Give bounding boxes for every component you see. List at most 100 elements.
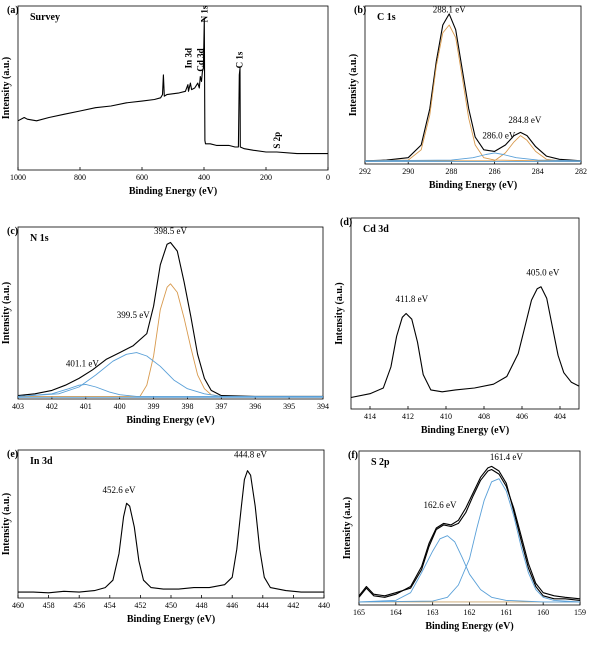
peak-label: 162.6 eV	[424, 500, 457, 510]
x-tick-label: 395	[283, 402, 295, 411]
x-tick-label: 458	[43, 601, 55, 610]
peak-label: 161.4 eV	[490, 452, 523, 462]
panel-title: N 1s	[30, 233, 49, 244]
x-tick-label: 1000	[10, 173, 26, 182]
x-tick-label: 200	[260, 173, 272, 182]
plot-frame	[17, 226, 324, 400]
panel-label: (a)	[7, 5, 19, 16]
peak-label: 284.8 eV	[508, 115, 541, 125]
x-axis-label: Binding Energy (eV)	[126, 415, 214, 426]
x-tick-label: 408	[478, 412, 490, 421]
series-line-envelope	[358, 465, 581, 601]
peak-annotation: N 1s	[200, 5, 210, 22]
peak-label: 398.5 eV	[154, 226, 187, 236]
series-line-orange	[18, 283, 323, 397]
series-line-blue	[17, 383, 323, 397]
series-line-envelope	[358, 468, 581, 600]
y-axis-label: Intensity (a.u.)	[1, 282, 12, 345]
series-line-envelope	[18, 470, 324, 594]
panel-label: (b)	[354, 5, 366, 16]
plot-frame	[358, 450, 581, 606]
panel-label: (d)	[340, 217, 352, 228]
panel-label: (f)	[348, 450, 358, 461]
x-tick-label: 410	[440, 412, 452, 421]
peak-label: 399.5 eV	[117, 310, 150, 320]
x-tick-label: 442	[287, 601, 299, 610]
y-axis-label: Intensity (a.u.)	[1, 493, 12, 556]
peak-label: 444.8 eV	[234, 449, 267, 459]
x-tick-label: 800	[74, 173, 86, 182]
plot-frame	[17, 449, 325, 599]
x-tick-label: 444	[257, 601, 269, 610]
x-tick-label: 600	[136, 173, 148, 182]
panel-e-in3d: 460 458 456 454 452 450 448 446 444 442 440 Binding…	[1, 449, 330, 625]
x-tick-label: 403	[12, 402, 24, 411]
x-tick-label: 161	[500, 608, 512, 617]
peak-label: 286.0 eV	[482, 131, 515, 141]
x-tick-label: 440	[318, 601, 330, 610]
panel-c-n1s: 403 402 401 400 399 398 397 396 395 394 Binding En…	[1, 226, 329, 426]
peak-annotation: C 1s	[235, 51, 245, 68]
series-line-blue	[358, 478, 581, 603]
plot-frame	[17, 5, 329, 171]
x-tick-label: 401	[80, 402, 92, 411]
x-tick-label: 165	[353, 608, 365, 617]
x-tick-label: 398	[181, 402, 193, 411]
x-tick-label: 164	[390, 608, 402, 617]
x-tick-label: 290	[402, 167, 414, 176]
x-tick-label: 450	[165, 601, 177, 610]
series-line-envelope	[17, 18, 328, 155]
x-tick-label: 159	[574, 608, 586, 617]
x-axis-label: Binding Energy (eV)	[421, 425, 509, 436]
panel-b-c1s: 292 290 288 286 284 282 Binding Energy (eV) Int…	[348, 4, 587, 191]
x-tick-label: 400	[198, 173, 210, 182]
x-tick-label: 162	[464, 608, 476, 617]
series-line-envelope	[17, 241, 323, 397]
x-axis-label: Binding Energy (eV)	[429, 180, 517, 191]
x-tick-label: 446	[226, 601, 238, 610]
peak-annotation: In 3d	[184, 48, 194, 68]
panel-a-survey: 1000 800 600 400 200 0 Binding Energy (eV) Inte…	[1, 5, 330, 197]
panel-title: Cd 3d	[363, 224, 389, 235]
series-line-envelope	[350, 286, 580, 399]
x-axis-label: Binding Energy (eV)	[129, 186, 217, 197]
x-tick-label: 288	[445, 167, 457, 176]
x-tick-label: 394	[317, 402, 329, 411]
x-tick-label: 452	[134, 601, 146, 610]
x-tick-label: 404	[554, 412, 566, 421]
x-tick-label: 284	[532, 167, 544, 176]
y-axis-label: Intensity (a.u.)	[334, 282, 345, 345]
panel-title: Survey	[30, 12, 60, 23]
y-axis-label: Intensity (a.u.)	[1, 57, 12, 120]
panel-title: C 1s	[377, 12, 396, 23]
x-tick-label: 406	[516, 412, 528, 421]
x-tick-label: 456	[73, 601, 85, 610]
series-line-blue	[358, 535, 580, 603]
peak-annotation: S 2p	[272, 132, 282, 149]
series-line-orange	[364, 24, 581, 162]
panel-title: S 2p	[371, 457, 390, 468]
x-tick-label: 448	[196, 601, 208, 610]
series-line-envelope	[364, 13, 582, 162]
x-tick-label: 396	[249, 402, 261, 411]
panel-f-s2p: 165 164 163 162 161 160 159 Binding Energy (eV)…	[342, 450, 586, 632]
x-tick-label: 402	[46, 402, 58, 411]
plot-frame	[350, 217, 580, 410]
peak-annotation: Cd 3d	[195, 48, 205, 71]
x-tick-label: 0	[326, 173, 330, 182]
x-tick-label: 160	[537, 608, 549, 617]
y-axis-label: Intensity (a.u.)	[342, 497, 353, 560]
peak-label: 452.6 eV	[102, 485, 135, 495]
x-tick-label: 412	[402, 412, 414, 421]
x-tick-label: 292	[359, 167, 371, 176]
series-line-blue	[364, 152, 582, 162]
peak-label: 401.1 eV	[66, 358, 99, 368]
panel-label: (c)	[7, 226, 18, 237]
panel-d-cd3d: 414 412 410 408 406 404 Binding Energy (eV) Int…	[334, 217, 580, 436]
y-axis-label: Intensity (a.u.)	[348, 54, 359, 117]
x-tick-label: 454	[104, 601, 116, 610]
x-tick-label: 282	[575, 167, 587, 176]
peak-label: 405.0 eV	[526, 267, 559, 277]
x-tick-label: 397	[215, 402, 227, 411]
